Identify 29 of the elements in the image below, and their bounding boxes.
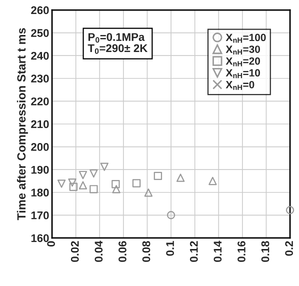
x-tick-label: 0.06 (118, 241, 126, 262)
y-tick-label: 190 (31, 166, 49, 174)
x-tick-label: 0.12 (190, 241, 198, 262)
legend-label: X$_{nH}$=0 (226, 80, 254, 90)
x-tick-label: 0.02 (70, 241, 79, 262)
legend-label: X$_{nH}$=10 (226, 69, 260, 78)
x-tick-label: 0.08 (142, 241, 150, 262)
y-tick-label: 240 (31, 52, 49, 60)
legend-label: X$_{nH}$=20 (226, 57, 260, 66)
y-tick-label: 230 (31, 74, 49, 83)
y-axis-title: Time after Compression Start t ms (16, 28, 28, 220)
x-tick-label: 0.18 (261, 241, 270, 262)
y-tick-label: 180 (31, 188, 49, 196)
y-tick-label: 220 (31, 97, 49, 106)
y-tick-label: 210 (31, 120, 49, 128)
annotation: P$_{0}$=0.1MPa T$_{0}$=290± 2K (88, 33, 148, 54)
x-tick-label: 0 (47, 241, 56, 246)
legend-label: X$_{nH}$=100 (226, 34, 266, 43)
y-tick-label: 160 (31, 234, 49, 242)
x-tick-label: 0.2 (285, 241, 294, 256)
x-tick-label: 0.04 (94, 240, 103, 262)
legend-label: X$_{nH}$=30 (226, 46, 260, 54)
y-tick-label: 200 (31, 143, 49, 151)
x-tick-label: 0.1 (166, 241, 174, 256)
y-tick-label: 170 (31, 211, 49, 220)
x-tick-label: 0.16 (238, 241, 246, 262)
y-tick-label: 260 (31, 6, 49, 14)
x-tick-label: 0.14 (214, 240, 222, 262)
y-tick-label: 250 (31, 29, 49, 37)
